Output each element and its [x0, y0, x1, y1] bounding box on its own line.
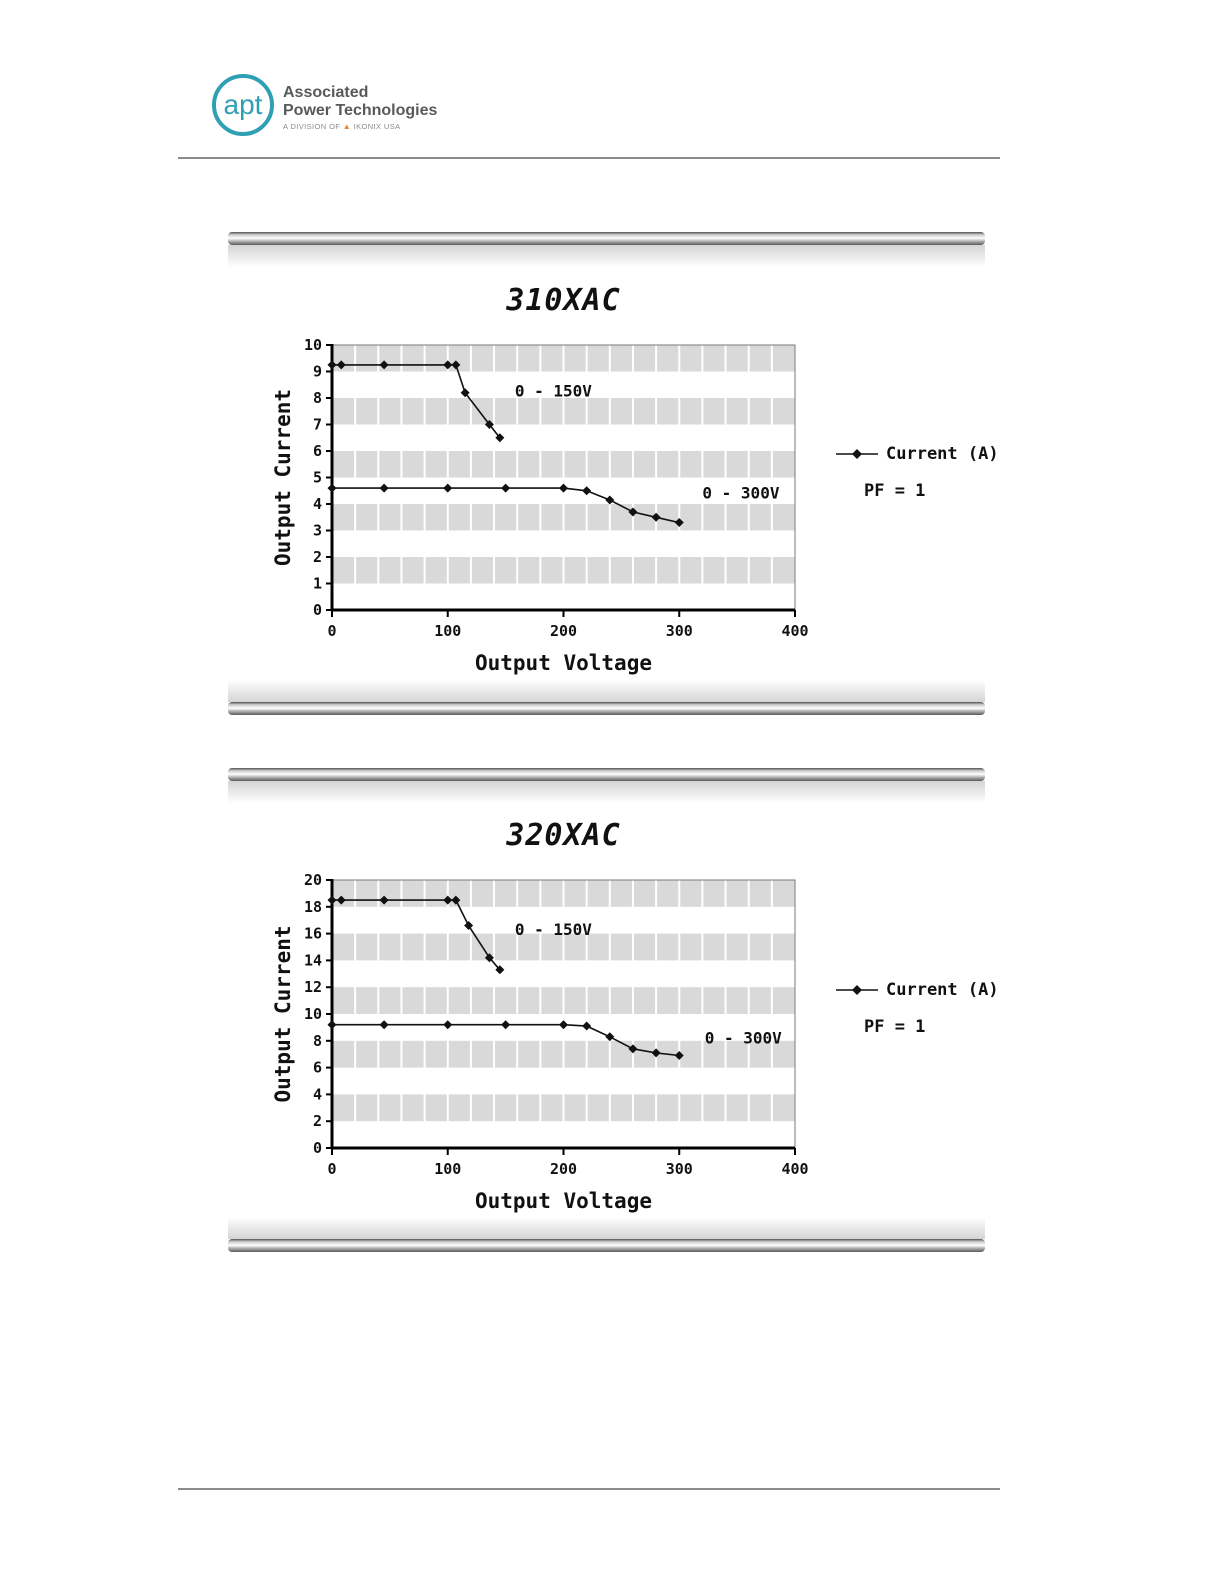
svg-text:4: 4: [313, 1085, 322, 1103]
metal-bar: [228, 232, 985, 245]
svg-text:0: 0: [313, 1139, 322, 1157]
header-divider: [178, 157, 1000, 159]
svg-text:200: 200: [550, 622, 577, 640]
svg-text:10: 10: [304, 336, 322, 354]
legend-row: Current (A): [836, 980, 999, 1000]
svg-text:Output Current: Output Current: [271, 925, 295, 1102]
metal-bar-shadow: [228, 781, 985, 805]
svg-text:4: 4: [313, 495, 322, 513]
svg-text:400: 400: [781, 1160, 808, 1178]
metal-divider-bottom-310xac: [228, 678, 985, 715]
svg-text:400: 400: [781, 622, 808, 640]
svg-text:100: 100: [434, 622, 461, 640]
apt-logo-abbr: apt: [223, 89, 263, 120]
svg-text:0 - 300V: 0 - 300V: [702, 484, 779, 503]
svg-text:8: 8: [313, 389, 322, 407]
svg-text:Output Current: Output Current: [271, 389, 295, 566]
svg-text:6: 6: [313, 1059, 322, 1077]
footer-divider: [178, 1488, 1000, 1490]
metal-bar-shadow: [228, 245, 985, 269]
legend-series-label: Current (A): [886, 444, 999, 464]
logo-name-line2: Power Technologies: [283, 102, 438, 119]
metal-divider-top-320xac: [228, 768, 985, 805]
svg-text:0: 0: [327, 1160, 336, 1178]
metal-bar-shadow: [228, 1215, 985, 1239]
svg-text:300: 300: [666, 622, 693, 640]
svg-text:8: 8: [313, 1032, 322, 1050]
svg-text:7: 7: [313, 416, 322, 434]
svg-text:6: 6: [313, 442, 322, 460]
chart-legend-320xac: Current (A) PF = 1: [836, 980, 999, 1037]
svg-text:12: 12: [304, 978, 322, 996]
svg-text:100: 100: [434, 1160, 461, 1178]
svg-text:300: 300: [666, 1160, 693, 1178]
legend-pf-note: PF = 1: [864, 1017, 926, 1037]
svg-text:0 - 150V: 0 - 150V: [515, 382, 592, 401]
logo-division-suffix: IKONIX USA: [353, 122, 401, 131]
metal-divider-top-310xac: [228, 232, 985, 269]
series-marker-icon: [836, 985, 878, 995]
metal-bar: [228, 702, 985, 715]
apt-logo-circle-icon: apt: [212, 74, 274, 136]
svg-text:14: 14: [304, 951, 322, 969]
svg-text:0 - 300V: 0 - 300V: [705, 1028, 782, 1047]
svg-text:5: 5: [313, 469, 322, 487]
svg-text:10: 10: [304, 1005, 322, 1023]
chart-legend-310xac: Current (A) PF = 1: [836, 444, 999, 501]
logo-division-line: A DIVISION OF ▲ IKONIX USA: [283, 122, 437, 131]
legend-row: Current (A): [836, 444, 999, 464]
svg-text:0: 0: [313, 601, 322, 619]
svg-text:16: 16: [304, 925, 322, 943]
svg-text:2: 2: [313, 548, 322, 566]
metal-bar-shadow: [228, 678, 985, 702]
apt-logo: apt Associated Power Technologies A DIVI…: [212, 74, 437, 136]
metal-divider-bottom-320xac: [228, 1215, 985, 1252]
svg-text:9: 9: [313, 363, 322, 381]
svg-text:2: 2: [313, 1112, 322, 1130]
svg-text:20: 20: [304, 871, 322, 889]
legend-pf-note: PF = 1: [864, 481, 926, 501]
svg-text:1: 1: [313, 575, 322, 593]
svg-text:0 - 150V: 0 - 150V: [515, 920, 592, 939]
svg-text:Output Voltage: Output Voltage: [475, 1189, 652, 1213]
metal-bar: [228, 1239, 985, 1252]
chart-title-310xac: 310XAC: [506, 283, 621, 318]
series-marker-icon: [836, 449, 878, 459]
svg-text:200: 200: [550, 1160, 577, 1178]
svg-text:0: 0: [327, 622, 336, 640]
legend-series-label: Current (A): [886, 980, 999, 1000]
apt-logo-text: Associated Power Technologies A DIVISION…: [283, 74, 437, 131]
svg-text:3: 3: [313, 522, 322, 540]
chart-title-320xac: 320XAC: [506, 818, 621, 853]
svg-text:Output Voltage: Output Voltage: [475, 651, 652, 675]
metal-bar: [228, 768, 985, 781]
logo-division-prefix: A DIVISION OF: [283, 122, 341, 131]
logo-name-line1: Associated: [283, 84, 369, 101]
svg-text:18: 18: [304, 898, 322, 916]
ikonix-triangle-icon: ▲: [342, 122, 352, 131]
